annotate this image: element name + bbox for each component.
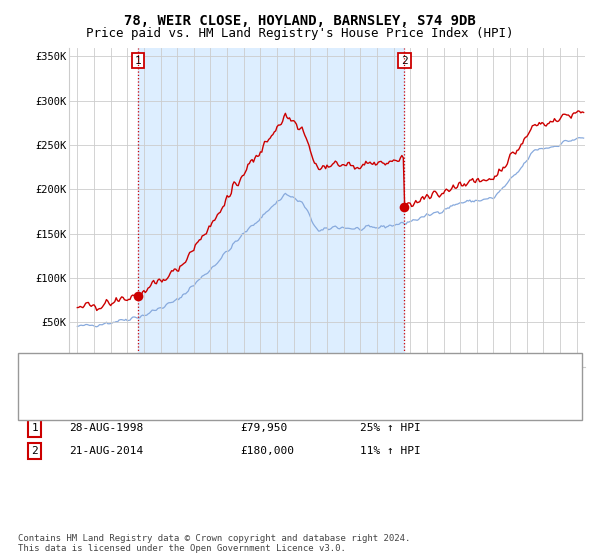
Text: £180,000: £180,000	[240, 446, 294, 456]
Text: ——: ——	[39, 382, 56, 396]
Text: 2: 2	[401, 55, 408, 66]
Text: 28-AUG-1998: 28-AUG-1998	[69, 423, 143, 433]
Bar	[138, 48, 404, 367]
Text: Price paid vs. HM Land Registry's House Price Index (HPI): Price paid vs. HM Land Registry's House …	[86, 27, 514, 40]
Text: 78, WEIR CLOSE, HOYLAND, BARNSLEY, S74 9DB: 78, WEIR CLOSE, HOYLAND, BARNSLEY, S74 9…	[124, 14, 476, 28]
Text: 1: 1	[31, 423, 38, 433]
Text: Contains HM Land Registry data © Crown copyright and database right 2024.
This d: Contains HM Land Registry data © Crown c…	[18, 534, 410, 553]
Text: 1: 1	[135, 55, 142, 66]
Text: 25% ↑ HPI: 25% ↑ HPI	[360, 423, 421, 433]
Text: 78, WEIR CLOSE, HOYLAND, BARNSLEY, S74 9DB (detached house): 78, WEIR CLOSE, HOYLAND, BARNSLEY, S74 9…	[63, 384, 461, 394]
Text: 21-AUG-2014: 21-AUG-2014	[69, 446, 143, 456]
Text: HPI: Average price, detached house, Barnsley: HPI: Average price, detached house, Barn…	[63, 399, 360, 409]
Text: 2: 2	[31, 446, 38, 456]
Text: 11% ↑ HPI: 11% ↑ HPI	[360, 446, 421, 456]
Text: £79,950: £79,950	[240, 423, 287, 433]
Text: ——: ——	[39, 398, 56, 411]
